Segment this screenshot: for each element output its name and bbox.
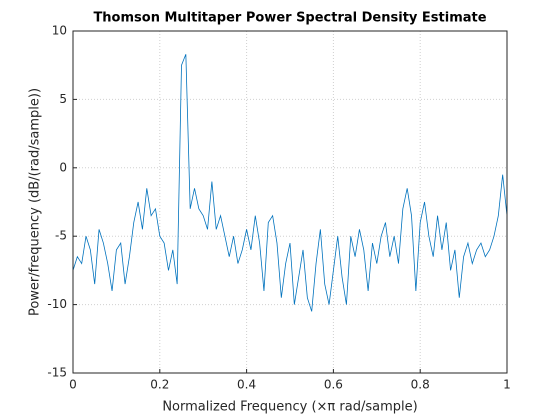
data-line (72, 54, 508, 312)
y-tick-label: 10 (52, 24, 67, 38)
axes-box (72, 30, 508, 374)
y-tick-label: 5 (59, 92, 67, 106)
y-tick-label: 0 (59, 160, 67, 174)
x-tick-label: 0.4 (237, 378, 256, 392)
y-tick-label: -5 (55, 229, 67, 243)
x-tick-label: 0.8 (411, 378, 430, 392)
y-tick-label: -10 (47, 297, 67, 311)
y-tick-label: -15 (47, 366, 67, 380)
y-axis-label: Power/frequency (dB/(rad/sample)) (28, 88, 43, 316)
x-tick-label: 0.6 (324, 378, 343, 392)
x-tick-label: 0.2 (150, 378, 169, 392)
x-tick-label: 1 (503, 378, 511, 392)
x-axis-label: Normalized Frequency (×π rad/sample) (162, 400, 417, 415)
chart-title: Thomson Multitaper Power Spectral Densit… (93, 11, 486, 26)
x-tick-label: 0 (69, 378, 77, 392)
